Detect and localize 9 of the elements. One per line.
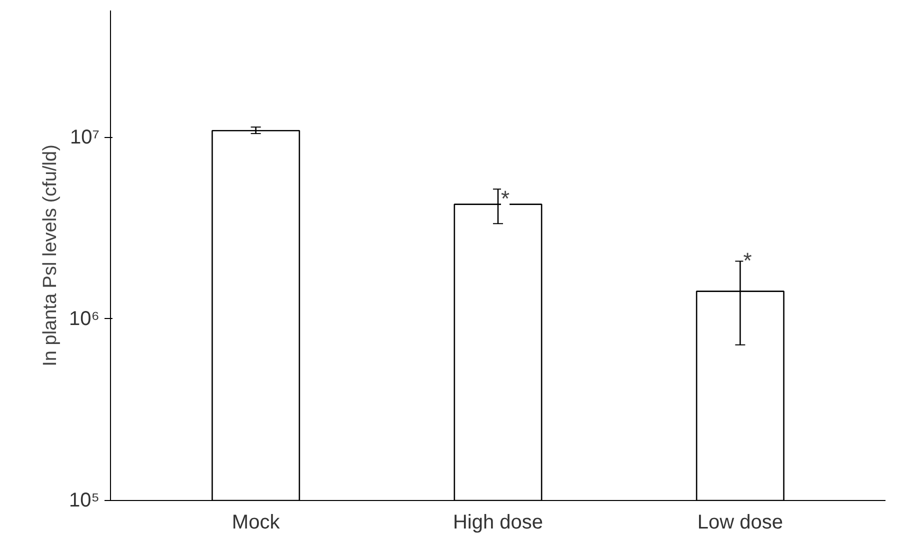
x-tick-label: Low dose [697,512,784,534]
y-tick-label: 10⁷ [70,126,100,148]
y-tick-label: 10⁵ [68,490,100,512]
y-axis-title: In planta Psl levels (cfu/ld) [40,144,61,366]
x-tick-label: Mock [232,512,281,534]
x-tick-label: High dose [452,512,544,534]
y-tick-label: 10⁶ [69,308,100,330]
annotation: * [501,186,510,212]
annotation: * [743,248,752,273]
